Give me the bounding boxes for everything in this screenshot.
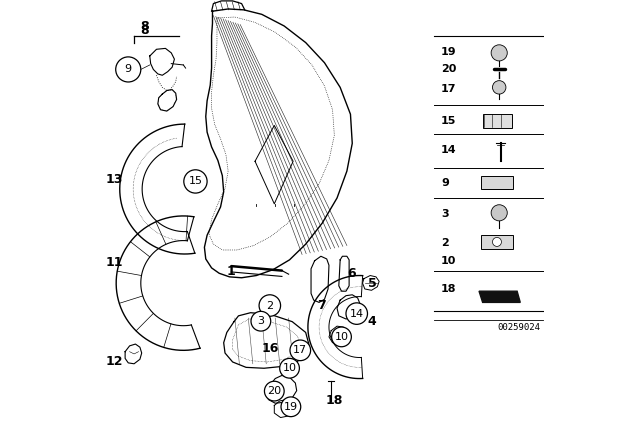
Text: 8: 8 [140,20,148,34]
Circle shape [492,81,506,94]
Text: 8: 8 [140,24,148,37]
Polygon shape [479,291,520,302]
FancyBboxPatch shape [481,176,513,189]
Text: 20: 20 [268,386,282,396]
Text: 00259024: 00259024 [498,323,541,332]
Circle shape [491,205,508,221]
Text: 10: 10 [441,256,456,266]
Text: 7: 7 [317,299,326,312]
Text: 18: 18 [326,394,343,408]
Text: 17: 17 [293,345,307,355]
Circle shape [491,45,508,61]
Text: 15: 15 [441,116,456,126]
Text: 15: 15 [188,177,202,186]
Text: 9: 9 [125,65,132,74]
Text: 10: 10 [282,363,296,373]
Circle shape [280,358,300,378]
FancyBboxPatch shape [481,235,513,249]
Circle shape [184,170,207,193]
Circle shape [332,327,351,347]
Text: 18: 18 [441,284,456,294]
Text: 16: 16 [262,342,280,355]
Circle shape [264,381,284,401]
Text: 6: 6 [347,267,356,280]
FancyBboxPatch shape [483,114,512,128]
Text: 13: 13 [105,172,123,186]
Circle shape [290,340,310,361]
Text: 14: 14 [441,145,456,155]
Circle shape [259,295,280,316]
Text: 14: 14 [349,309,364,319]
Text: 12: 12 [105,355,123,369]
Text: 3: 3 [257,316,264,326]
Text: 2: 2 [266,301,273,310]
Text: 4: 4 [367,315,376,328]
Text: 10: 10 [335,332,349,342]
Circle shape [116,57,141,82]
Text: 20: 20 [441,65,456,74]
Text: 19: 19 [284,402,298,412]
Text: 5: 5 [369,276,377,290]
Text: 17: 17 [441,84,456,94]
Text: 2: 2 [441,238,449,248]
Circle shape [251,311,271,331]
Text: 19: 19 [441,47,456,56]
Text: 11: 11 [105,255,123,269]
Text: 3: 3 [441,209,449,219]
Circle shape [346,303,367,324]
Circle shape [281,397,301,417]
Circle shape [493,237,502,246]
Text: 1: 1 [227,264,236,278]
Text: 9: 9 [441,178,449,188]
